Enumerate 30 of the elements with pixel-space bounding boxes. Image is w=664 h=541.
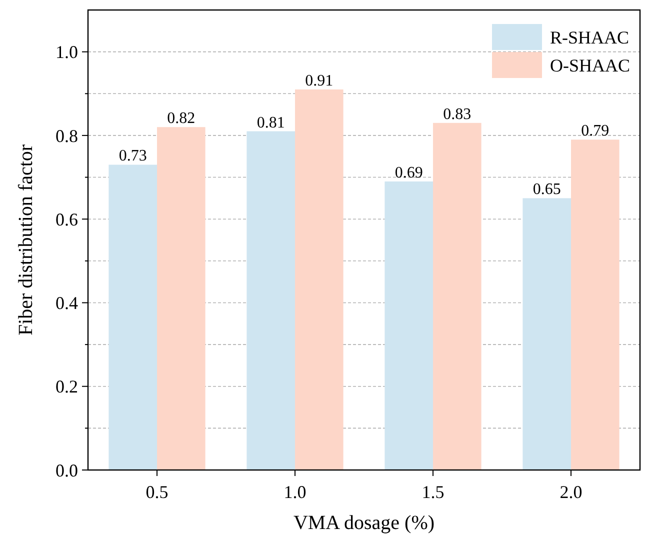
bar (246, 131, 295, 470)
legend-label: R-SHAAC (550, 27, 630, 48)
bar (571, 140, 620, 470)
data-label: 0.82 (167, 110, 196, 128)
data-label: 0.69 (394, 164, 423, 182)
bar (108, 164, 157, 470)
data-label: 0.73 (118, 148, 147, 165)
x-tick-label: 1.5 (422, 482, 444, 502)
legend-label: O-SHAAC (550, 55, 630, 76)
y-tick-label: 1.0 (56, 42, 78, 62)
y-tick-label: 0.0 (56, 460, 78, 480)
bar (295, 89, 344, 470)
x-tick-label: 2.0 (560, 482, 582, 502)
bar (157, 127, 206, 470)
x-tick-label: 1.0 (284, 482, 306, 502)
data-label: 0.79 (581, 122, 610, 140)
y-tick-label: 0.4 (56, 293, 78, 314)
data-label: 0.83 (443, 106, 472, 123)
y-tick-label: 0.8 (56, 126, 78, 146)
bar (433, 122, 482, 470)
y-axis-title: Fiber distribution factor (15, 144, 37, 336)
y-tick-label: 0.2 (56, 376, 78, 397)
bar (384, 181, 433, 470)
bar (522, 198, 571, 470)
data-label: 0.91 (305, 72, 334, 90)
y-tick-label: 0.6 (56, 209, 78, 230)
x-axis-title: VMA dosage (%) (293, 512, 435, 534)
x-tick-label: 0.5 (146, 482, 168, 502)
data-label: 0.65 (532, 181, 561, 198)
data-label: 0.81 (256, 114, 285, 132)
